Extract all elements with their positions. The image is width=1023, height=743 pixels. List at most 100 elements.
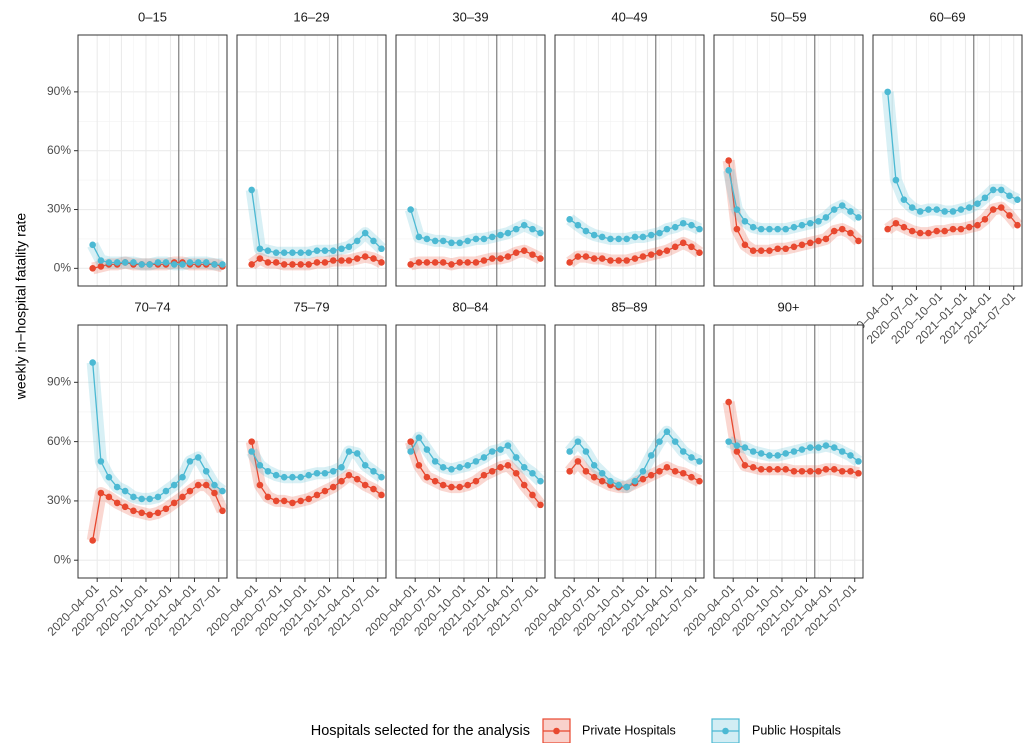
data-point: [900, 223, 908, 231]
data-point: [615, 481, 623, 489]
data-point: [89, 241, 96, 249]
data-point: [671, 438, 679, 445]
data-point: [957, 206, 965, 213]
data-point: [272, 497, 280, 505]
data-point: [423, 473, 431, 481]
data-point: [431, 237, 439, 245]
data-point: [194, 259, 202, 266]
facet-title: 0–15: [138, 9, 167, 24]
data-point: [830, 227, 838, 235]
data-point: [688, 454, 695, 461]
legend-key-point: [553, 727, 560, 735]
data-point: [949, 208, 957, 215]
y-tick-label: 30%: [47, 202, 71, 216]
data-point: [439, 259, 447, 266]
data-point: [146, 261, 154, 268]
data-point: [130, 507, 137, 515]
facet-title: 16–29: [293, 9, 329, 24]
data-point: [847, 452, 854, 459]
data-point: [997, 186, 1005, 194]
data-point: [582, 467, 590, 475]
data-point: [671, 223, 679, 231]
facet-title: 90+: [777, 299, 799, 314]
panel-border: [554, 324, 705, 579]
data-point: [512, 249, 520, 256]
data-point: [623, 235, 631, 243]
data-point: [297, 497, 305, 505]
data-point: [741, 444, 749, 451]
data-point: [607, 257, 614, 264]
data-point: [504, 442, 512, 449]
y-tick-label: 0%: [54, 552, 72, 566]
data-point: [941, 227, 949, 235]
data-point: [566, 216, 573, 223]
data-point: [741, 462, 749, 469]
data-point: [256, 255, 264, 262]
data-point: [121, 503, 129, 511]
panel-background: [396, 35, 545, 286]
data-point: [598, 233, 606, 241]
data-point: [623, 257, 631, 264]
data-point: [815, 217, 822, 225]
data-point: [480, 454, 488, 461]
data-point: [305, 495, 313, 503]
data-point: [798, 221, 806, 229]
data-point: [598, 469, 606, 477]
data-point: [892, 219, 900, 227]
data-point: [656, 229, 663, 237]
data-point: [423, 235, 431, 243]
data-point: [361, 253, 369, 260]
data-point: [272, 249, 280, 256]
data-point: [830, 465, 838, 473]
data-point: [289, 499, 296, 507]
data-point: [847, 229, 854, 237]
data-point: [280, 249, 288, 256]
legend-label: Public Hospitals: [752, 723, 841, 737]
data-point: [798, 241, 806, 249]
data-point: [749, 448, 757, 455]
data-point: [378, 491, 385, 499]
data-point: [647, 231, 655, 239]
data-point: [464, 237, 472, 245]
data-point: [313, 247, 321, 255]
legend-label: Private Hospitals: [582, 723, 676, 737]
data-point: [537, 501, 544, 509]
data-point: [974, 221, 981, 229]
data-point: [488, 233, 496, 241]
data-point: [607, 235, 614, 243]
data-point: [415, 434, 423, 441]
data-point: [671, 243, 679, 251]
data-point: [289, 261, 296, 268]
data-point: [472, 259, 480, 266]
data-point: [757, 247, 765, 255]
data-point: [504, 229, 512, 237]
data-point: [855, 237, 862, 245]
data-point: [566, 259, 573, 266]
data-point: [774, 225, 782, 233]
data-point: [280, 497, 288, 505]
data-point: [582, 227, 590, 235]
data-point: [415, 462, 423, 469]
data-point: [688, 473, 695, 481]
data-point: [472, 458, 480, 465]
data-point: [916, 229, 924, 237]
data-point: [989, 206, 997, 213]
data-point: [431, 458, 439, 465]
data-point: [407, 438, 414, 445]
data-point: [733, 448, 741, 455]
panel-border: [395, 34, 546, 287]
data-point: [774, 452, 782, 459]
data-point: [219, 507, 226, 515]
data-point: [480, 257, 488, 264]
data-point: [353, 237, 361, 245]
data-point: [822, 442, 830, 449]
data-point: [725, 398, 732, 406]
data-point: [138, 509, 146, 517]
data-point: [431, 259, 439, 266]
data-point: [338, 257, 345, 264]
data-point: [378, 259, 385, 266]
data-point: [815, 467, 822, 475]
data-point: [631, 477, 639, 485]
data-point: [329, 247, 337, 255]
